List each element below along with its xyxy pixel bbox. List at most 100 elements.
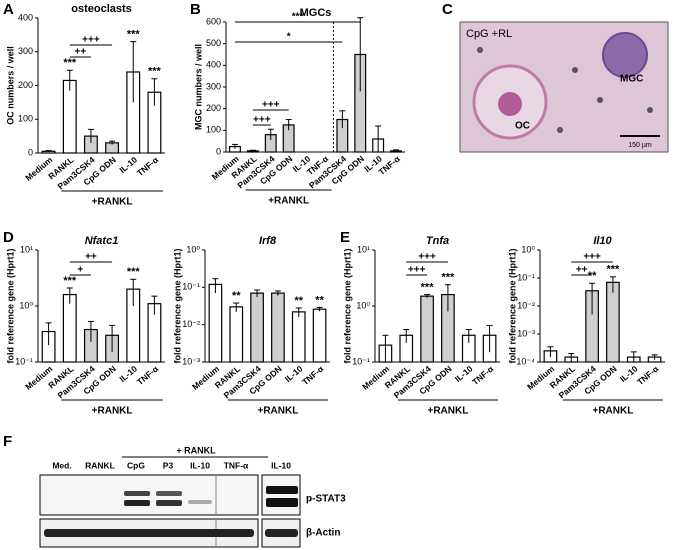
y-axis-label: MGC numbers / well <box>193 44 203 130</box>
y-tick-label: 10⁻¹ <box>517 272 535 282</box>
band <box>124 500 150 506</box>
chart-title: osteoclasts <box>71 3 132 15</box>
significance: ** <box>232 290 241 302</box>
bar <box>291 311 306 363</box>
band <box>124 491 150 496</box>
x-tick-label: TNF-α <box>635 363 661 387</box>
micrograph: CpG +RL MGC OC 150 µm <box>459 21 669 153</box>
bar <box>420 295 434 363</box>
cell <box>572 67 578 73</box>
group-label: +RANKL <box>92 406 133 417</box>
y-tick-label: 400 <box>206 60 221 70</box>
y-tick-label: 200 <box>206 103 221 113</box>
significance: *** <box>127 29 141 41</box>
y-tick-label: 10⁻² <box>182 319 200 329</box>
bracket-label: +++ <box>583 252 601 263</box>
panel-letter: A <box>3 1 14 18</box>
bracket-label: * <box>287 32 291 43</box>
group-label: +RANKL <box>268 196 309 207</box>
y-tick-label: 0 <box>216 146 221 156</box>
bracket-label: +++ <box>418 252 436 263</box>
panel-letter: E <box>340 229 350 246</box>
x-tick-label: TNF-α <box>135 363 161 387</box>
y-tick-label: 10⁻³ <box>517 328 535 338</box>
panel-letter: D <box>3 229 14 246</box>
bracket-label: *** <box>292 12 304 23</box>
y-tick-label: 10⁰ <box>356 300 370 310</box>
chart-title: Nfatc1 <box>85 235 119 247</box>
bar <box>62 293 77 363</box>
lane-label: CpG <box>127 460 145 470</box>
y-tick-label: 300 <box>206 81 221 91</box>
band <box>156 491 182 496</box>
y-tick-label: 400 <box>18 12 33 22</box>
chart-title: Irf8 <box>259 235 277 247</box>
image-label: CpG +RL <box>466 28 512 40</box>
bracket-label: +++ <box>408 265 426 276</box>
y-tick-label: 10¹ <box>20 244 33 254</box>
significance: ** <box>294 295 303 307</box>
group-label: +RANKL <box>257 406 298 417</box>
y-tick-label: 10⁻⁴ <box>516 356 535 366</box>
band <box>265 529 298 537</box>
panel-letter: F <box>3 433 12 450</box>
y-tick-label: 10⁻² <box>517 300 535 310</box>
x-tick-label: TNF-α <box>470 363 496 387</box>
mgc <box>602 32 648 78</box>
bracket-label: ++ <box>85 252 97 263</box>
chart-title: Tnfa <box>426 235 449 247</box>
row-label: p-STAT3 <box>306 494 346 505</box>
significance: *** <box>127 266 141 278</box>
mgc-label: MGC <box>620 74 643 85</box>
significance: ** <box>588 270 597 282</box>
chart-title: MGCs <box>300 7 332 19</box>
y-tick-label: 500 <box>206 38 221 48</box>
chart-title: Il10 <box>593 235 612 247</box>
y-tick-label: 0 <box>28 147 33 157</box>
y-axis-label: fold reference gene (Hprt1) <box>342 248 352 363</box>
y-tick-label: 10⁰ <box>186 244 200 254</box>
bracket-label: +++ <box>82 35 100 46</box>
panel-letter: B <box>190 1 201 18</box>
scale-label: 150 µm <box>628 142 652 149</box>
bar <box>208 283 223 363</box>
x-tick-label: TNF-α <box>300 363 326 387</box>
y-tick-label: 10⁻¹ <box>352 356 370 366</box>
y-tick-label: 100 <box>18 114 33 124</box>
group-label: +RANKL <box>592 406 633 417</box>
bracket-label: +++ <box>253 115 271 126</box>
osteoclast-core <box>498 92 522 116</box>
significance: *** <box>63 275 77 287</box>
y-tick-label: 10⁻¹ <box>182 282 200 292</box>
group-label: +RANKL <box>427 406 468 417</box>
significance: *** <box>606 264 620 276</box>
lane-label: Med. <box>52 460 71 470</box>
oc-label: OC <box>515 121 530 132</box>
blot-group: + RANKL <box>176 445 216 455</box>
bracket-label: +++ <box>262 100 280 111</box>
cell <box>477 47 483 53</box>
bar <box>606 281 620 363</box>
lane-label: P3 <box>163 460 174 470</box>
x-tick-label: TNF-α <box>135 154 161 178</box>
y-tick-label: 100 <box>206 125 221 135</box>
y-tick-label: 10¹ <box>357 244 370 254</box>
western-blot: + RANKL Med. RANKL CpG P3 IL-10 TNF-α IL… <box>39 445 346 548</box>
y-axis-label: fold reference gene (Hprt1) <box>172 248 182 363</box>
lane-label: IL-10 <box>271 460 291 470</box>
y-tick-label: 10⁻³ <box>182 356 200 366</box>
y-axis-label: fold reference gene (Hprt1) <box>507 248 517 363</box>
bar <box>250 292 264 363</box>
y-tick-label: 200 <box>18 80 33 90</box>
lane-label: RANKL <box>85 460 115 470</box>
y-tick-label: 10⁰ <box>521 244 535 254</box>
panel-letter: C <box>442 1 453 18</box>
cell <box>647 107 653 113</box>
cell <box>557 127 563 133</box>
bracket-label: ++ <box>576 265 588 276</box>
band <box>266 498 298 507</box>
x-tick-label: TNF-α <box>377 153 403 177</box>
band <box>266 486 298 494</box>
bar <box>312 308 327 363</box>
